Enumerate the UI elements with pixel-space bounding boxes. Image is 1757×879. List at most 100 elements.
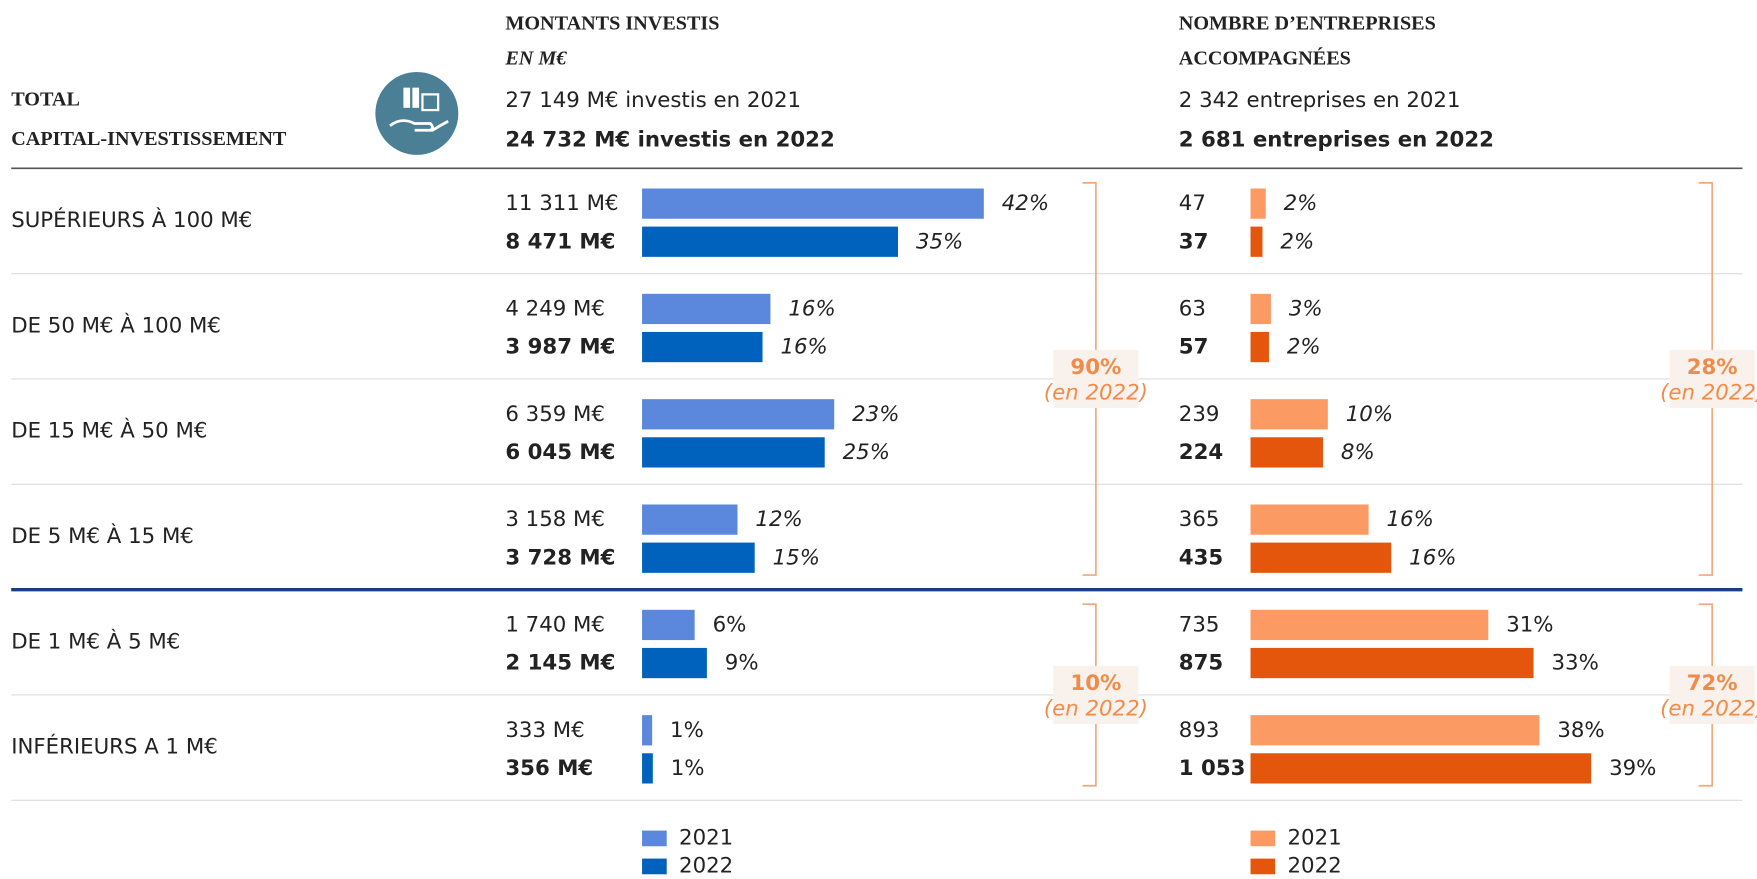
row-label: DE 15 M€ À 50 M€ <box>11 418 207 444</box>
bar <box>642 226 899 257</box>
share-label: 1% <box>670 718 704 743</box>
group-note: (en 2022) <box>1044 697 1148 722</box>
legend-swatch <box>642 858 667 875</box>
value-label: 365 <box>1179 507 1220 532</box>
share-label: 15% <box>773 545 820 570</box>
row-label: SUPÉRIEURS À 100 M€ <box>11 207 252 233</box>
bar <box>642 293 771 325</box>
row-label: DE 1 M€ À 5 M€ <box>11 628 180 654</box>
value-label: 6 359 M€ <box>505 402 605 427</box>
share-label: 16% <box>1387 507 1434 532</box>
share-label: 6% <box>713 613 747 638</box>
legend-label: 2022 <box>1287 853 1341 878</box>
bar <box>642 437 825 468</box>
group-share: 90% <box>1070 355 1121 380</box>
share-label: 38% <box>1557 718 1604 743</box>
value-label: 1 053 <box>1179 756 1246 781</box>
value-label: 11 311 M€ <box>505 191 618 216</box>
bar <box>642 647 707 679</box>
value-label: 356 M€ <box>505 756 593 781</box>
value-label: 8 471 M€ <box>505 229 615 254</box>
value-label: 3 987 M€ <box>505 335 615 360</box>
share-label: 25% <box>843 440 890 465</box>
share-label: 35% <box>916 229 963 254</box>
share-label: 39% <box>1609 756 1656 781</box>
share-label: 31% <box>1506 613 1553 638</box>
bar <box>642 504 738 535</box>
group-note: (en 2022) <box>1660 697 1757 722</box>
value-label: 63 <box>1179 297 1206 322</box>
bar <box>1250 293 1271 325</box>
value-label: 47 <box>1179 191 1206 216</box>
share-label: 23% <box>852 402 899 427</box>
bar <box>642 188 984 219</box>
group-label-box <box>1053 665 1139 725</box>
share-label: 1% <box>671 756 705 781</box>
group-note: (en 2022) <box>1044 381 1148 406</box>
value-label: 893 <box>1179 718 1220 743</box>
row-label: DE 50 M€ À 100 M€ <box>11 312 221 338</box>
share-label: 42% <box>1002 191 1049 216</box>
value-label: 2 145 M€ <box>505 651 615 676</box>
share-label: 2% <box>1284 191 1318 216</box>
share-label: 16% <box>1409 545 1456 570</box>
value-label: 1 740 M€ <box>505 613 605 638</box>
legend-swatch <box>1250 858 1276 875</box>
icon <box>375 71 459 155</box>
legend-label: 2022 <box>679 853 733 878</box>
share-label: 16% <box>788 297 835 322</box>
bar <box>1250 437 1323 468</box>
bar <box>1250 331 1269 363</box>
value-label: 239 <box>1179 402 1220 427</box>
value-label: 333 M€ <box>505 718 584 743</box>
legend-swatch <box>642 830 667 847</box>
bar <box>642 753 653 784</box>
share-label: 16% <box>780 335 827 360</box>
legend-label: 2021 <box>1287 825 1341 850</box>
bar <box>642 715 653 746</box>
group-label-box <box>1053 349 1139 409</box>
group-label-box <box>1669 665 1755 725</box>
chart-subtitle: EN M€ <box>504 47 567 69</box>
bar <box>1250 226 1263 257</box>
value-label: 37 <box>1179 229 1209 254</box>
bar <box>642 609 695 641</box>
value-label: 224 <box>1179 440 1223 465</box>
header-title: CAPITAL-INVESTISSEMENT <box>11 128 287 150</box>
summary: 24 732 M€ investis en 2022 <box>505 127 834 152</box>
bar <box>1250 399 1328 430</box>
bar <box>1250 647 1534 679</box>
bar <box>1250 188 1266 219</box>
share-label: 3% <box>1289 297 1323 322</box>
group-share: 10% <box>1070 671 1121 696</box>
legend-swatch <box>1250 830 1276 847</box>
bar <box>642 399 835 430</box>
value-label: 875 <box>1179 651 1223 676</box>
group-share: 72% <box>1687 671 1738 696</box>
row-label: DE 5 M€ À 15 M€ <box>11 523 194 549</box>
share-label: 9% <box>725 651 759 676</box>
share-label: 33% <box>1552 651 1599 676</box>
chart-title: ACCOMPAGNÉES <box>1179 46 1351 69</box>
summary: 2 681 entreprises en 2022 <box>1179 127 1494 152</box>
value-label: 3 158 M€ <box>505 507 605 532</box>
bar <box>1250 504 1369 535</box>
share-label: 12% <box>755 507 802 532</box>
summary: 2 342 entreprises en 2021 <box>1179 88 1461 113</box>
bar <box>1250 753 1592 784</box>
chart-title: MONTANTS INVESTIS <box>505 13 719 35</box>
value-label: 6 045 M€ <box>505 440 615 465</box>
share-label: 8% <box>1341 440 1375 465</box>
share-label: 2% <box>1280 229 1314 254</box>
bar <box>642 331 763 363</box>
group-share: 28% <box>1687 355 1738 380</box>
value-label: 4 249 M€ <box>505 297 605 322</box>
header-title: TOTAL <box>11 89 80 111</box>
bar <box>1250 715 1540 746</box>
bar <box>642 542 755 573</box>
value-label: 57 <box>1179 335 1209 360</box>
value-label: 735 <box>1179 613 1220 638</box>
value-label: 435 <box>1179 545 1223 570</box>
